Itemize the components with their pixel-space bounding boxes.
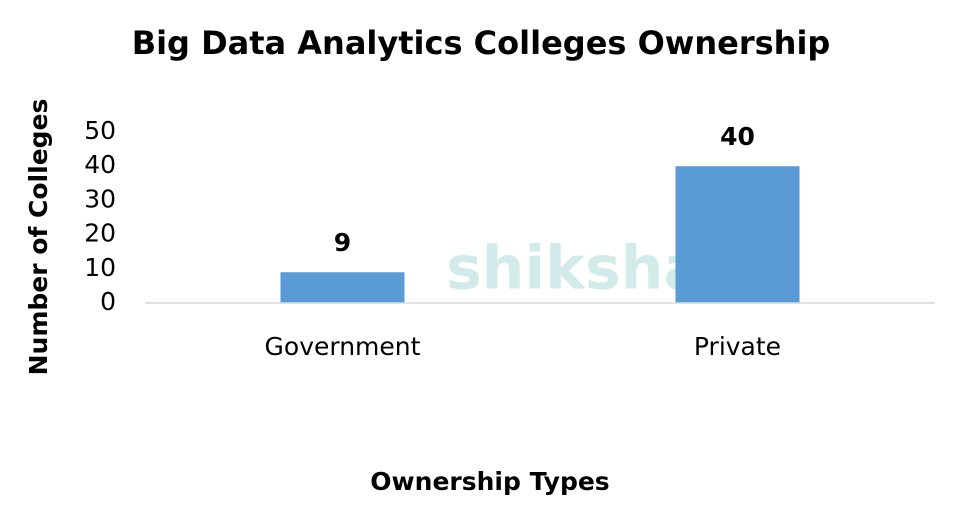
bar	[280, 272, 405, 303]
y-tick-label: 0	[100, 287, 116, 316]
x-axis-label: Ownership Types	[370, 467, 609, 496]
y-tick-label: 30	[84, 184, 116, 213]
y-tick-label: 10	[84, 253, 116, 282]
chart-title: Big Data Analytics Colleges Ownership	[132, 24, 831, 62]
x-tick-label: Private	[694, 332, 781, 361]
y-tick-label: 50	[84, 116, 116, 145]
data-label: 9	[334, 228, 351, 257]
data-label: 40	[720, 122, 755, 151]
y-axis-label: Number of Colleges	[24, 99, 53, 376]
y-tick-label: 40	[84, 150, 116, 179]
watermark: shiksha	[446, 234, 704, 304]
x-tick-label: Government	[265, 332, 421, 361]
bar	[675, 166, 800, 303]
y-tick-label: 20	[84, 219, 116, 248]
